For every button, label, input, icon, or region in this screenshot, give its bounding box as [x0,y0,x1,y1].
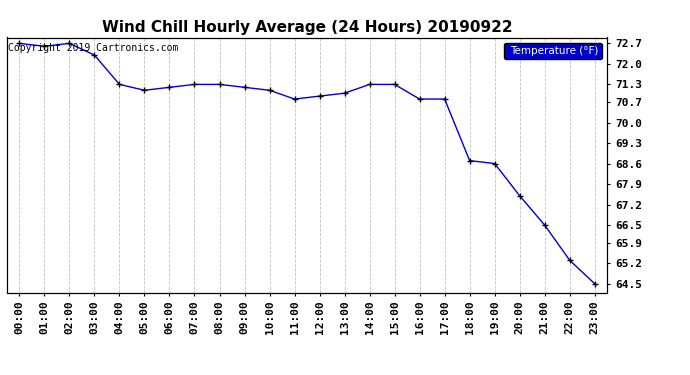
Legend: Temperature (°F): Temperature (°F) [504,43,602,59]
Title: Wind Chill Hourly Average (24 Hours) 20190922: Wind Chill Hourly Average (24 Hours) 201… [101,20,513,35]
Text: Copyright 2019 Cartronics.com: Copyright 2019 Cartronics.com [8,43,179,52]
